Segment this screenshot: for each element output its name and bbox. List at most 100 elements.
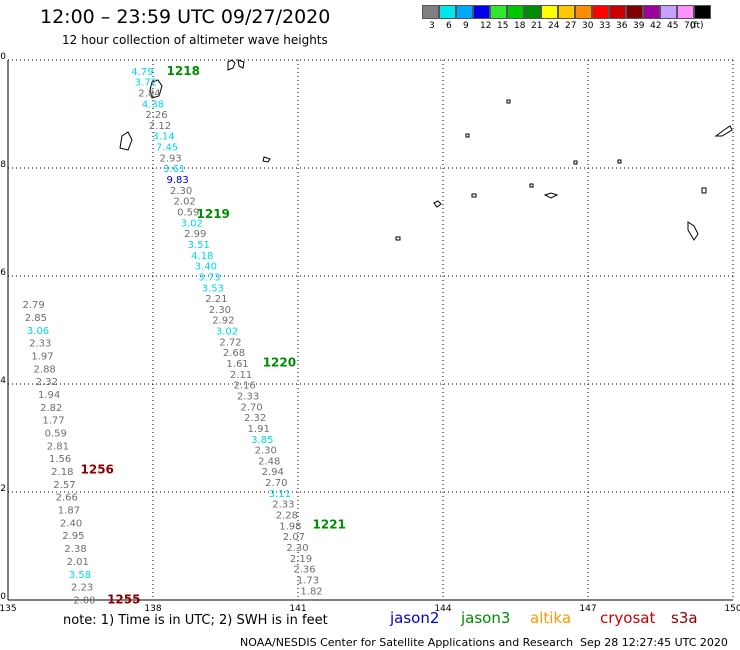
x-tick-label: 150 — [724, 604, 740, 614]
wave-height-value: 2.01 — [67, 557, 89, 568]
island-outline — [471, 193, 477, 198]
wave-height-value: 2.95 — [62, 531, 84, 542]
wave-height-value: 2.33 — [29, 339, 51, 350]
wave-height-value: 2.32 — [36, 377, 58, 388]
wave-height-value: 3.58 — [69, 570, 91, 581]
wave-height-value: 2.38 — [64, 544, 86, 555]
wave-height-value: 2.40 — [60, 518, 82, 529]
wave-height-value: 3.53 — [202, 283, 224, 294]
pass-id-label: 1220 — [263, 355, 296, 369]
wave-height-value: 3.73 — [198, 272, 220, 283]
wave-height-value: 2.88 — [34, 364, 56, 375]
legend-swatch — [592, 5, 609, 19]
legend-label: 9 — [463, 21, 469, 31]
island-outline — [543, 192, 559, 199]
wave-height-value: 3.11 — [269, 489, 291, 500]
legend-swatch — [660, 5, 677, 19]
wave-height-value: 2.23 — [71, 583, 93, 594]
pass-id-label: 1218 — [167, 64, 200, 78]
wave-height-value: 2.26 — [145, 110, 167, 121]
legend-swatch — [524, 5, 541, 19]
wave-height-value: 1.56 — [49, 454, 71, 465]
wave-height-value: 4.18 — [191, 251, 213, 262]
legend-label: 33 — [599, 21, 611, 31]
y-tick-label: 6 — [0, 268, 6, 278]
island-outline — [237, 59, 245, 69]
island-outline — [433, 200, 442, 208]
chart-title: 12:00 – 23:59 UTC 09/27/2020 — [40, 6, 331, 28]
wave-height-value: 2.79 — [23, 300, 45, 311]
pass-id-label: 1255 — [107, 592, 140, 606]
legend-swatch — [626, 5, 643, 19]
wave-height-value: 4.79 — [131, 67, 153, 78]
wave-height-value: 1.94 — [38, 390, 60, 401]
legend-unit: (ft) — [690, 21, 704, 31]
wave-height-value: 2.72 — [219, 337, 241, 348]
x-tick-label: 147 — [579, 604, 596, 614]
wave-height-value: 2.92 — [212, 316, 234, 327]
legend-swatch — [473, 5, 490, 19]
island-outline — [395, 236, 401, 241]
wave-height-value: 2.57 — [53, 480, 75, 491]
wave-height-value: 3.02 — [181, 218, 203, 229]
wave-height-value: 1.77 — [42, 416, 64, 427]
wave-height-value: 9.83 — [166, 175, 188, 186]
island-outline — [701, 187, 707, 194]
wave-height-value: 2.07 — [283, 532, 305, 543]
legend-swatch — [609, 5, 626, 19]
wave-height-value: 2.00 — [73, 595, 95, 606]
wave-height-value: 3.51 — [188, 240, 210, 251]
wave-height-value: 0.59 — [45, 429, 67, 440]
y-tick-label: 10 — [0, 52, 6, 62]
island-outline — [506, 99, 511, 104]
footer-credit: NOAA/NESDIS Center for Satellite Applica… — [240, 636, 574, 649]
island-outline — [687, 221, 699, 241]
legend-swatch — [490, 5, 507, 19]
legend-swatch — [422, 5, 439, 19]
x-tick-label: 141 — [289, 604, 306, 614]
wave-height-value: 3.14 — [152, 132, 174, 143]
wave-height-value: 2.93 — [159, 153, 181, 164]
y-tick-label: 4 — [0, 376, 6, 386]
wave-height-value: 3.61 — [163, 164, 185, 175]
wave-height-value: 2.19 — [290, 554, 312, 565]
island-outline — [573, 160, 578, 165]
wave-height-value: 1.61 — [226, 359, 248, 370]
wave-height-value: 2.32 — [244, 413, 266, 424]
legend-swatch — [507, 5, 524, 19]
island-outline — [262, 156, 271, 163]
wave-height-value: 2.99 — [184, 229, 206, 240]
wave-height-value: 2.81 — [47, 441, 69, 452]
legend-label: 36 — [616, 21, 628, 31]
legend-label: 24 — [548, 21, 560, 31]
legend-label: 27 — [565, 21, 577, 31]
island-outline — [465, 133, 470, 138]
wave-height-value: 2.68 — [223, 348, 245, 359]
legend-swatch — [677, 5, 694, 19]
wave-height-value: 2.28 — [276, 511, 298, 522]
satellite-s3a: s3a — [671, 609, 698, 627]
wave-height-value: 2.94 — [262, 467, 284, 478]
wave-height-value: 2.30 — [209, 305, 231, 316]
island-outline — [529, 183, 534, 188]
satellite-jason2: jason2 — [390, 609, 440, 627]
units-note: note: 1) Time is in UTC; 2) SWH is in fe… — [63, 613, 328, 628]
island-outline — [227, 59, 236, 71]
x-tick-label: 135 — [0, 604, 17, 614]
legend-label: 70 — [684, 21, 696, 31]
wave-height-value: 1.98 — [279, 521, 301, 532]
wave-height-value: 2.84 — [138, 88, 160, 99]
legend-label: 45 — [667, 21, 679, 31]
footer-timestamp: Sep 28 12:27:45 UTC 2020 — [580, 636, 728, 649]
wave-height-value: 2.66 — [56, 493, 78, 504]
legend-swatch — [694, 5, 711, 19]
wave-height-value: 1.91 — [248, 424, 270, 435]
wave-height-value: 1.87 — [58, 506, 80, 517]
legend-swatch — [541, 5, 558, 19]
wave-height-value: 7.45 — [156, 143, 178, 154]
island-outline — [617, 159, 622, 164]
chart-subtitle: 12 hour collection of altimeter wave hei… — [62, 33, 328, 47]
wave-height-value: 2.02 — [174, 197, 196, 208]
wave-height-value: 2.18 — [51, 467, 73, 478]
legend-swatch — [643, 5, 660, 19]
